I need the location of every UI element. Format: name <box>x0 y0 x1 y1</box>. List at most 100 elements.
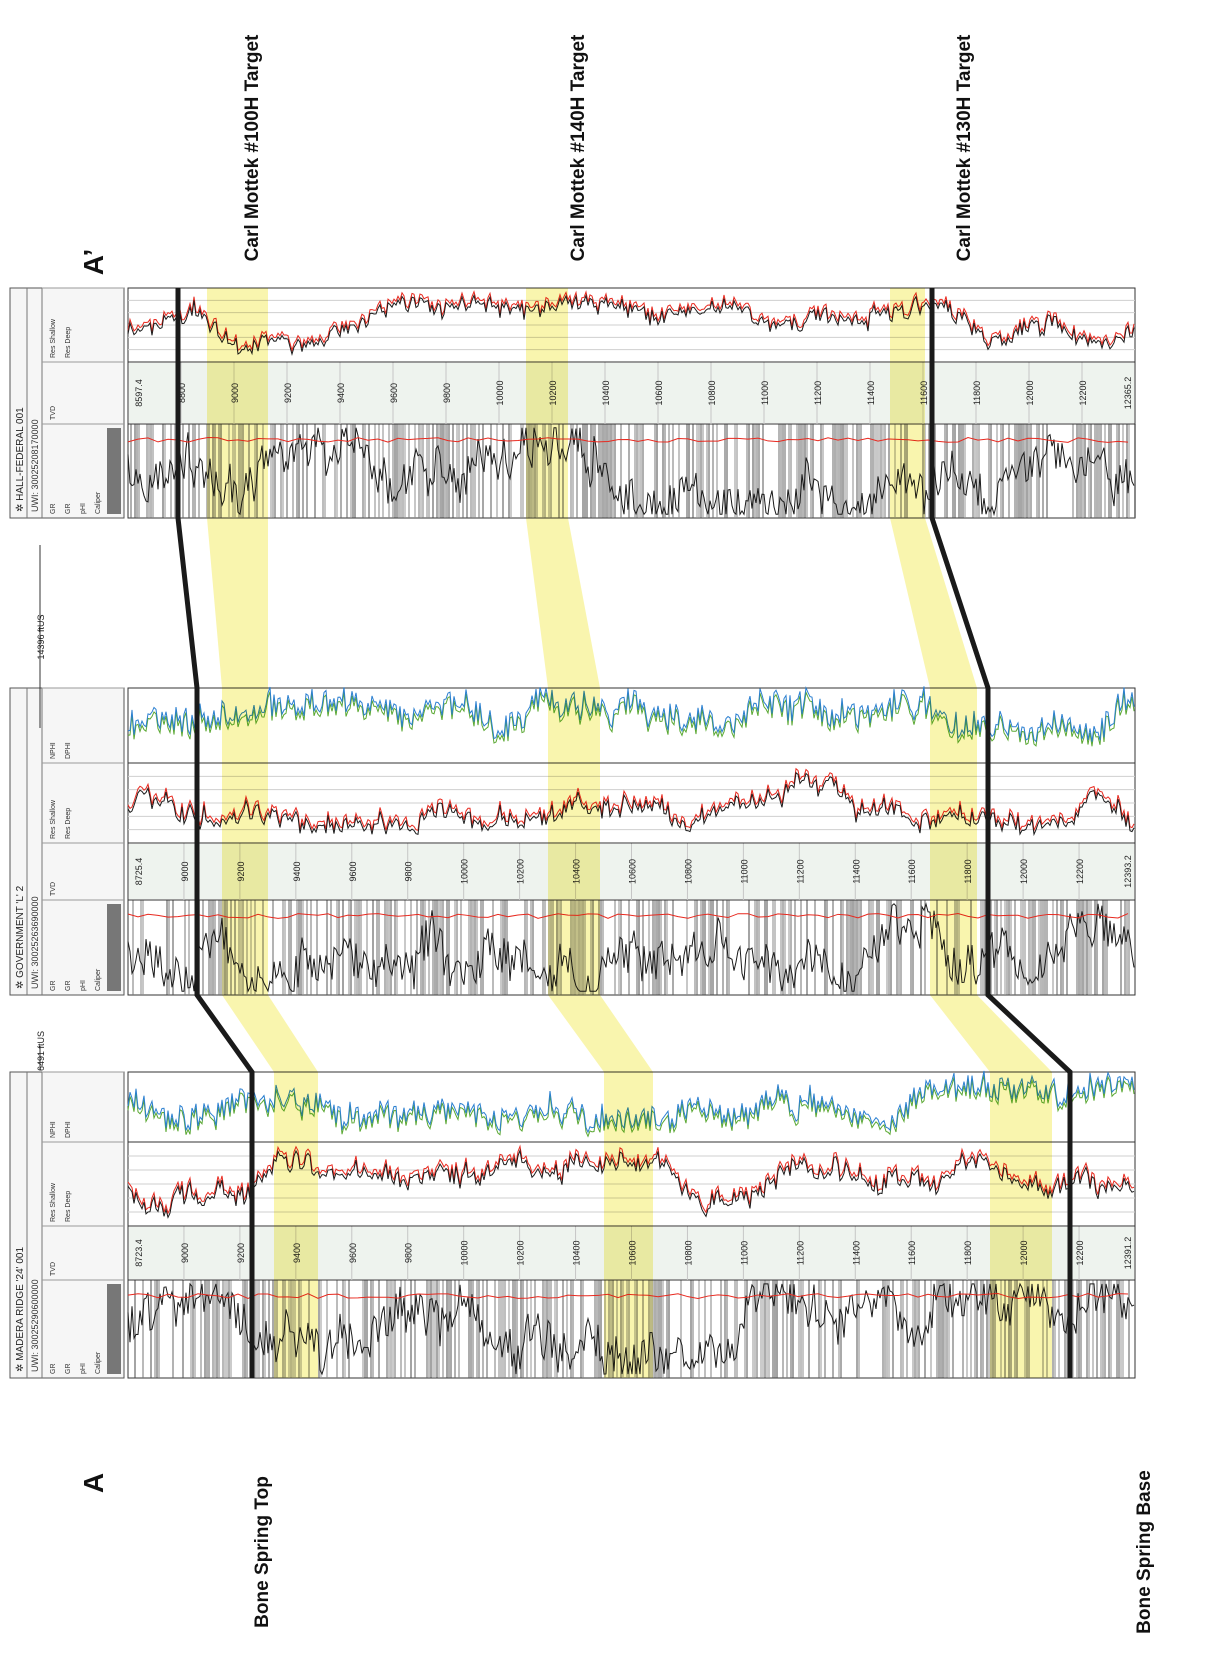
gr-shade <box>530 1280 532 1378</box>
gr-shade <box>1096 1280 1098 1378</box>
gr-shade <box>806 424 808 518</box>
gr-shade <box>1008 900 1010 995</box>
gr-shade <box>216 1280 218 1378</box>
gr-shade <box>394 424 396 518</box>
track-header-label: NPHI <box>50 1121 57 1138</box>
depth-tick-label: 10000 <box>460 1240 470 1265</box>
gr-shade <box>928 424 930 518</box>
gr-shade <box>1022 900 1024 995</box>
gr-shade <box>290 900 292 995</box>
gr-shade <box>1096 900 1098 995</box>
gr-shade <box>640 424 642 518</box>
gr-shade <box>150 1280 152 1378</box>
gr-shade <box>502 424 504 518</box>
gr-shade <box>172 900 174 995</box>
gr-shade <box>756 424 758 518</box>
gr-shade <box>1030 900 1032 995</box>
gr-shade <box>654 900 656 995</box>
gr-shade <box>432 424 434 518</box>
gr-shade <box>614 424 616 518</box>
gr-shade <box>296 424 298 518</box>
depth-top-label: 8597.4 <box>134 379 144 407</box>
gr-shade <box>812 424 814 518</box>
target-130h-label: Carl Mottek #130H Target <box>954 34 975 261</box>
depth-tick-label: 9000 <box>180 861 190 881</box>
gr-shade <box>756 900 758 995</box>
gr-shade <box>944 1280 946 1378</box>
gr-shade <box>350 424 352 518</box>
gr-shade <box>1042 424 1044 518</box>
gr-shade <box>544 1280 546 1378</box>
gr-shade <box>802 1280 804 1378</box>
track-header-label: GR <box>65 504 72 515</box>
gr-shade <box>778 424 780 518</box>
gr-shade <box>832 900 834 995</box>
gr-shade <box>372 1280 374 1378</box>
gr-shade <box>1028 900 1030 995</box>
bone-spring-base-label: Bone Spring Base <box>1134 1470 1155 1634</box>
gr-shade <box>456 900 458 995</box>
gr-shade <box>1086 900 1088 995</box>
gr-shade <box>500 900 502 995</box>
track-header-label: Caliper <box>95 491 102 514</box>
gr-shade <box>1134 424 1136 518</box>
gr-shade <box>1014 424 1016 518</box>
depth-tick-label: 11800 <box>963 1241 973 1265</box>
gr-shade <box>158 1280 160 1378</box>
gr-shade <box>416 900 418 995</box>
gr-shade <box>700 900 702 995</box>
gr-shade <box>206 1280 208 1378</box>
gr-shade <box>170 424 172 518</box>
gr-shade <box>134 424 136 518</box>
well-spacing-2-label: 14396 ftUS <box>36 614 46 659</box>
gr-shade <box>570 424 572 518</box>
gr-shade <box>680 1280 682 1378</box>
gr-shade <box>976 1280 978 1378</box>
gr-shade <box>410 900 412 995</box>
gr-shade <box>288 900 290 995</box>
gr-shade <box>434 1280 436 1378</box>
gr-shade <box>1102 1280 1104 1378</box>
gr-shade <box>1100 424 1102 518</box>
gr-shade <box>774 1280 776 1378</box>
gr-shade <box>772 1280 774 1378</box>
gr-shade <box>352 424 354 518</box>
gr-shade <box>788 900 790 995</box>
gr-shade <box>628 900 630 995</box>
gr-shade <box>474 424 476 518</box>
gr-shade <box>280 424 282 518</box>
gr-shade <box>1058 1280 1060 1378</box>
gr-shade <box>390 900 392 995</box>
gr-shade <box>1106 900 1108 995</box>
track-header-label: TVD <box>50 406 57 420</box>
gr-shade <box>556 1280 558 1378</box>
gr-shade <box>1076 424 1078 518</box>
gr-shade <box>984 900 986 995</box>
gr-shade <box>852 424 854 518</box>
gr-shade <box>490 424 492 518</box>
gr-shade <box>166 900 168 995</box>
gr-shade <box>982 1280 984 1378</box>
gr-shade <box>522 424 524 518</box>
gr-shade <box>1128 424 1130 518</box>
gr-shade <box>1090 900 1092 995</box>
gr-shade <box>712 900 714 995</box>
gr-shade <box>868 900 870 995</box>
gr-shade <box>1084 900 1086 995</box>
gr-shade <box>664 424 666 518</box>
gr-shade <box>1080 424 1082 518</box>
gr-shade <box>1052 1280 1054 1378</box>
gr-shade <box>762 424 764 518</box>
depth-tick-label: 9400 <box>292 861 302 881</box>
depth-tick-label: 10000 <box>495 380 505 405</box>
track-header-label: Res Deep <box>65 327 72 358</box>
well-spacing-2: 14396 ftUS <box>36 545 46 728</box>
depth-bottom-label: 12391.2 <box>1123 1237 1133 1270</box>
gr-shade <box>414 424 416 518</box>
gr-shade <box>1060 900 1062 995</box>
gr-shade <box>146 424 148 518</box>
gr-shade <box>642 424 644 518</box>
gr-shade <box>720 1280 722 1378</box>
gr-shade <box>710 900 712 995</box>
gr-shade <box>298 424 300 518</box>
